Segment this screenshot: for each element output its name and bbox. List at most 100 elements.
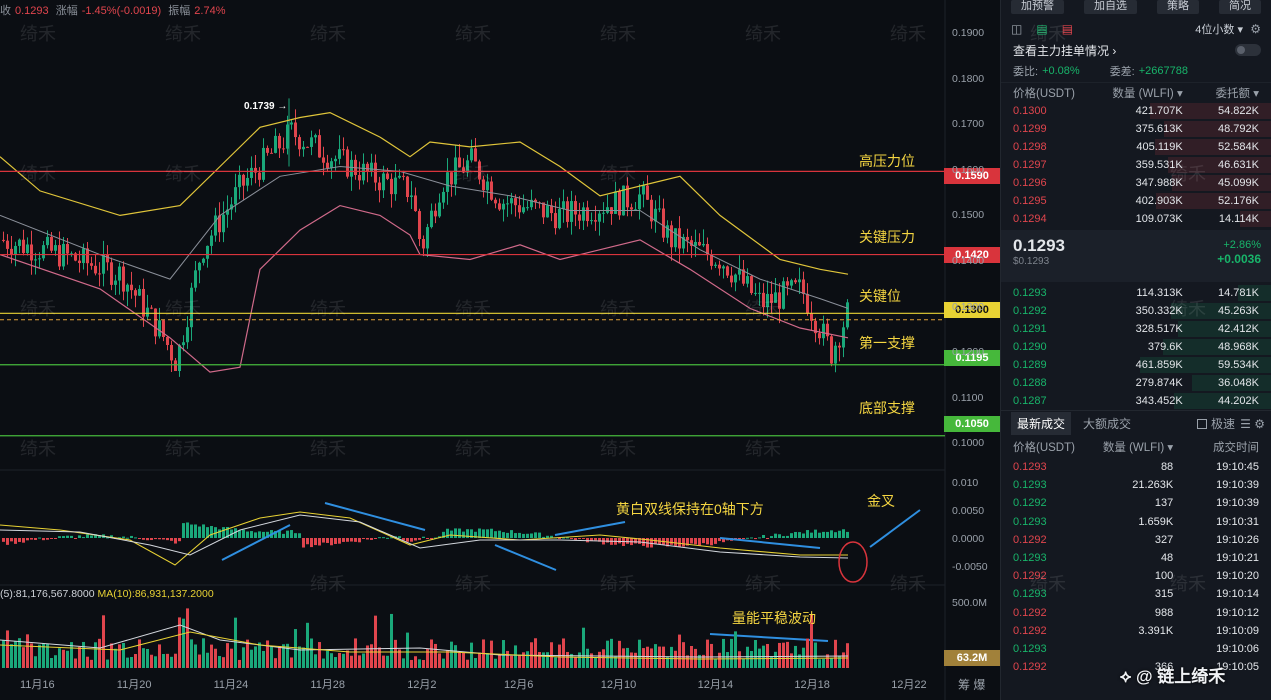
ob-header-amount[interactable]: 委托额 ▾: [1215, 87, 1259, 100]
time-axis-label: 12月10: [600, 679, 637, 691]
annotation-first-support: 第一支撑: [859, 335, 915, 351]
candle-body: [302, 146, 305, 150]
volume-bar: [286, 643, 289, 668]
volume-bar: [406, 632, 409, 668]
fast-checkbox[interactable]: 极速: [1196, 415, 1235, 432]
layout-asks-icon[interactable]: ▤: [1061, 22, 1074, 36]
candle-body: [298, 137, 301, 150]
macd-bar: [94, 534, 97, 538]
precision-select[interactable]: 4位小数 ▾: [1195, 24, 1243, 36]
macd-bar: [70, 535, 73, 538]
bottom-tool-icons[interactable]: 筹 爆: [958, 678, 986, 692]
candle-body: [826, 323, 829, 337]
trade-price: 0.1293: [1013, 479, 1047, 492]
volume-bar: [678, 634, 681, 668]
macd-bar: [42, 538, 45, 541]
volume-bar: [262, 650, 265, 668]
macd-bar: [626, 538, 629, 544]
macd-bar: [34, 538, 37, 540]
candle-body: [238, 174, 241, 188]
candle-body: [290, 122, 293, 125]
candle-body: [330, 161, 333, 169]
candle-body: [762, 292, 765, 308]
macd-bar: [346, 538, 349, 542]
favorite-button[interactable]: 加自选: [1084, 0, 1137, 14]
ask-row[interactable]: 0.1294 109.073K 14.114K: [1001, 210, 1271, 228]
candle-body: [778, 292, 781, 309]
ask-row[interactable]: 0.1298 405.119K 52.584K: [1001, 138, 1271, 156]
candle-body: [770, 293, 773, 303]
candle-body: [506, 203, 509, 205]
macd-bar: [778, 534, 781, 538]
candle-body: [534, 199, 537, 203]
volume-bar: [14, 641, 17, 668]
checkbox-icon[interactable]: [1196, 419, 1207, 429]
ask-row[interactable]: 0.1297 359.531K 46.631K: [1001, 156, 1271, 174]
ob-header-qty[interactable]: 数量 (WLFI) ▾: [1112, 87, 1183, 100]
ask-row[interactable]: 0.1299 375.613K 48.792K: [1001, 120, 1271, 138]
chart-area[interactable]: 收 0.1293 涨幅 -1.45%(-0.0019) 振幅 2.74% 0.1739…: [0, 0, 1000, 700]
volume-bar: [326, 650, 329, 668]
volume-bar: [158, 644, 161, 668]
trade-qty: 988: [1154, 606, 1174, 619]
bid-row[interactable]: 0.1291 328.517K 42.412K: [1001, 320, 1271, 338]
bid-row[interactable]: 0.1289 461.859K 59.534K: [1001, 356, 1271, 374]
volume-bar: [710, 643, 713, 668]
ask-row[interactable]: 0.1295 402.903K 52.176K: [1001, 192, 1271, 210]
tab-latest-trades[interactable]: 最新成交: [1011, 412, 1072, 435]
bid-row[interactable]: 0.1290 379.6K 48.968K: [1001, 338, 1271, 356]
ask-row[interactable]: 0.1300 421.707K 54.822K: [1001, 102, 1271, 120]
volume-bar: [534, 638, 537, 668]
overview-button[interactable]: 简况: [1219, 0, 1261, 14]
main-orders-link[interactable]: 查看主力挂单情况 ›: [1013, 43, 1117, 58]
filter-icon[interactable]: ☰ ⚙: [1240, 416, 1265, 431]
bid-row[interactable]: 0.1293 114.313K 14.781K: [1001, 284, 1271, 302]
candle-body: [654, 208, 657, 222]
candle-body: [202, 258, 205, 263]
volume-bar: [686, 655, 689, 668]
last-price-box: 0.1293 $0.1293 +2.86% +0.0036: [1001, 230, 1271, 282]
candle-body: [10, 248, 13, 255]
macd-bar: [714, 538, 717, 544]
candle-body: [274, 135, 277, 153]
candle-body: [790, 280, 793, 286]
volume-bar: [58, 648, 61, 668]
bid-row[interactable]: 0.1287 343.452K 44.202K: [1001, 392, 1271, 410]
bid-row[interactable]: 0.1288 279.874K 36.048K: [1001, 374, 1271, 392]
price-axis-label: 0.1500: [952, 209, 985, 222]
candle-body: [638, 194, 641, 210]
candle-body: [530, 199, 533, 208]
tab-large-trades[interactable]: 大额成交: [1083, 417, 1132, 431]
volume-bar: [458, 651, 461, 668]
candle-body: [6, 240, 9, 249]
bid-row[interactable]: 0.1292 350.332K 45.263K: [1001, 302, 1271, 320]
layout-both-icon[interactable]: ◫: [1011, 22, 1023, 36]
candle-body: [734, 274, 737, 283]
candle-body: [50, 236, 53, 251]
strategy-button[interactable]: 策略: [1157, 0, 1199, 14]
main-orders-row[interactable]: 查看主力挂单情况 ›: [1001, 40, 1271, 60]
layout-bids-icon[interactable]: ▤: [1036, 22, 1048, 36]
candlestick-chart[interactable]: [0, 0, 1000, 700]
annotation-key-level: 关键位: [859, 288, 901, 304]
volume-bar: [22, 647, 25, 668]
ask-row[interactable]: 0.1296 347.988K 45.099K: [1001, 174, 1271, 192]
candle-body: [434, 210, 437, 217]
macd-bar: [490, 528, 493, 538]
macd-bar: [526, 533, 529, 538]
volume-bar: [486, 653, 489, 668]
order-qty: 347.988K: [1135, 177, 1183, 189]
trade-row: 0.1292 3.391K 19:10:09: [1001, 622, 1271, 640]
order-qty: 279.874K: [1135, 377, 1183, 389]
volume-bar: [738, 651, 741, 668]
settings-icon[interactable]: ⚙: [1250, 22, 1261, 36]
macd-bar: [598, 538, 601, 542]
candle-body: [262, 147, 265, 180]
tr-header-qty[interactable]: 数量 (WLFI) ▾: [1102, 442, 1174, 454]
volume-bar: [46, 643, 49, 668]
alert-button[interactable]: 加预警: [1011, 0, 1064, 14]
trade-row: 0.1293 315 19:10:14: [1001, 585, 1271, 603]
main-orders-toggle[interactable]: [1235, 44, 1261, 56]
volume-bar: [726, 652, 729, 668]
volume-bar: [702, 654, 705, 668]
